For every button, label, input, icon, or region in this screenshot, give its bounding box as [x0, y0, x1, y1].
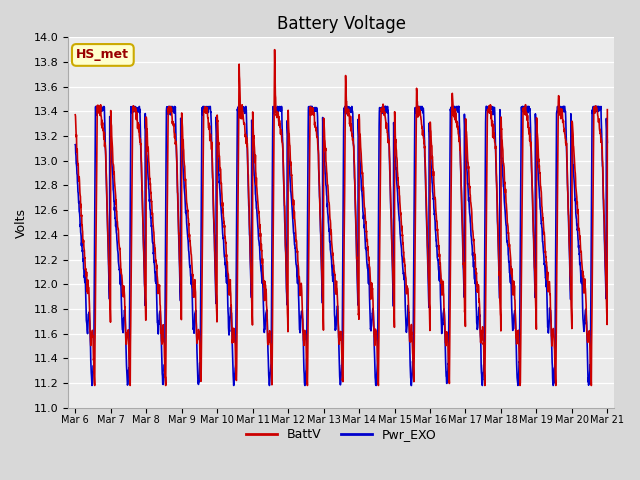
Title: Battery Voltage: Battery Voltage — [276, 15, 406, 33]
Text: HS_met: HS_met — [76, 48, 129, 61]
Legend: BattV, Pwr_EXO: BattV, Pwr_EXO — [241, 423, 442, 446]
Y-axis label: Volts: Volts — [15, 207, 28, 238]
